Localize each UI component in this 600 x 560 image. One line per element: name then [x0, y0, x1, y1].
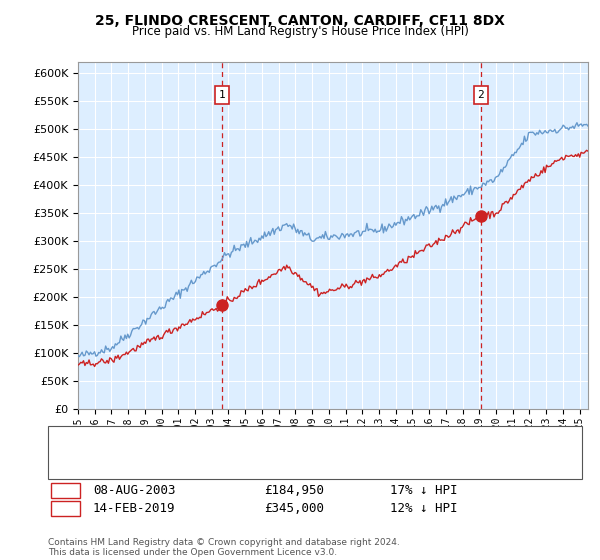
Text: £345,000: £345,000	[264, 502, 324, 515]
Text: 2: 2	[62, 502, 69, 515]
Text: 17% ↓ HPI: 17% ↓ HPI	[390, 484, 458, 497]
Text: 1: 1	[62, 484, 69, 497]
Text: 2: 2	[478, 90, 484, 100]
Text: Price paid vs. HM Land Registry's House Price Index (HPI): Price paid vs. HM Land Registry's House …	[131, 25, 469, 38]
Text: 12% ↓ HPI: 12% ↓ HPI	[390, 502, 458, 515]
Text: 14-FEB-2019: 14-FEB-2019	[93, 502, 176, 515]
Text: ——: ——	[60, 442, 88, 457]
Text: 25, FLINDO CRESCENT, CANTON, CARDIFF, CF11 8DX: 25, FLINDO CRESCENT, CANTON, CARDIFF, CF…	[95, 14, 505, 28]
Text: 25, FLINDO CRESCENT, CANTON, CARDIFF, CF11 8DX (detached house): 25, FLINDO CRESCENT, CANTON, CARDIFF, CF…	[93, 431, 491, 441]
Text: ——: ——	[60, 429, 88, 442]
Text: 08-AUG-2003: 08-AUG-2003	[93, 484, 176, 497]
Text: £184,950: £184,950	[264, 484, 324, 497]
Text: Contains HM Land Registry data © Crown copyright and database right 2024.
This d: Contains HM Land Registry data © Crown c…	[48, 538, 400, 557]
Text: HPI: Average price, detached house, Cardiff: HPI: Average price, detached house, Card…	[93, 445, 337, 455]
Text: 1: 1	[218, 90, 225, 100]
